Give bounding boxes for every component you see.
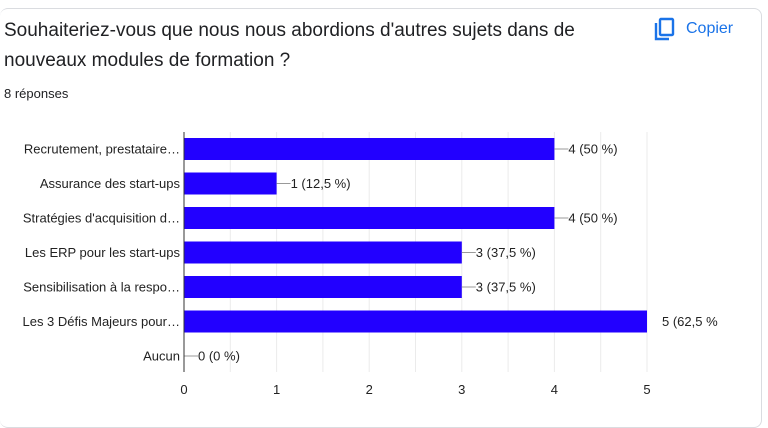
category-label: Les 3 Défis Majeurs pour… <box>22 314 180 329</box>
bar <box>184 310 647 333</box>
data-label: 0 (0 %) <box>198 349 240 364</box>
x-tick-label: 0 <box>180 382 187 397</box>
data-label: 4 (50 %) <box>568 142 617 157</box>
category-label: Aucun <box>143 349 180 364</box>
x-tick-label: 2 <box>366 382 373 397</box>
category-label: Recrutement, prestataire… <box>24 142 180 157</box>
response-count: 8 réponses <box>4 86 69 101</box>
bar <box>184 207 555 229</box>
data-label: 5 (62,5 % <box>662 314 718 329</box>
copy-button[interactable]: Copier <box>654 17 733 41</box>
bar <box>184 138 555 160</box>
copy-label: Copier <box>686 20 734 37</box>
data-label: 1 (12,5 %) <box>291 176 351 191</box>
x-tick-label: 4 <box>551 382 558 397</box>
bar <box>184 241 462 264</box>
question-title: Souhaiteriez-vous que nous nous abordion… <box>4 20 575 71</box>
bar-chart: 0 1 2 3 4 5 Recrutement, prestataire… 4 (50 %) A… <box>22 132 718 397</box>
bar <box>184 172 277 195</box>
category-label: Les ERP pour les start-ups <box>25 245 181 260</box>
data-label: 3 (37,5 %) <box>476 280 536 295</box>
x-tick-label: 1 <box>273 382 280 397</box>
copy-icon <box>654 17 675 41</box>
category-label: Assurance des start-ups <box>40 176 181 191</box>
category-label: Sensibilisation à la respo… <box>23 280 180 295</box>
x-tick-label: 3 <box>458 382 465 397</box>
category-label: Stratégies d'acquisition d… <box>23 211 180 226</box>
x-tick-label: 5 <box>643 382 650 397</box>
bar <box>184 276 462 298</box>
data-label: 4 (50 %) <box>568 211 617 226</box>
data-label: 3 (37,5 %) <box>476 245 536 260</box>
